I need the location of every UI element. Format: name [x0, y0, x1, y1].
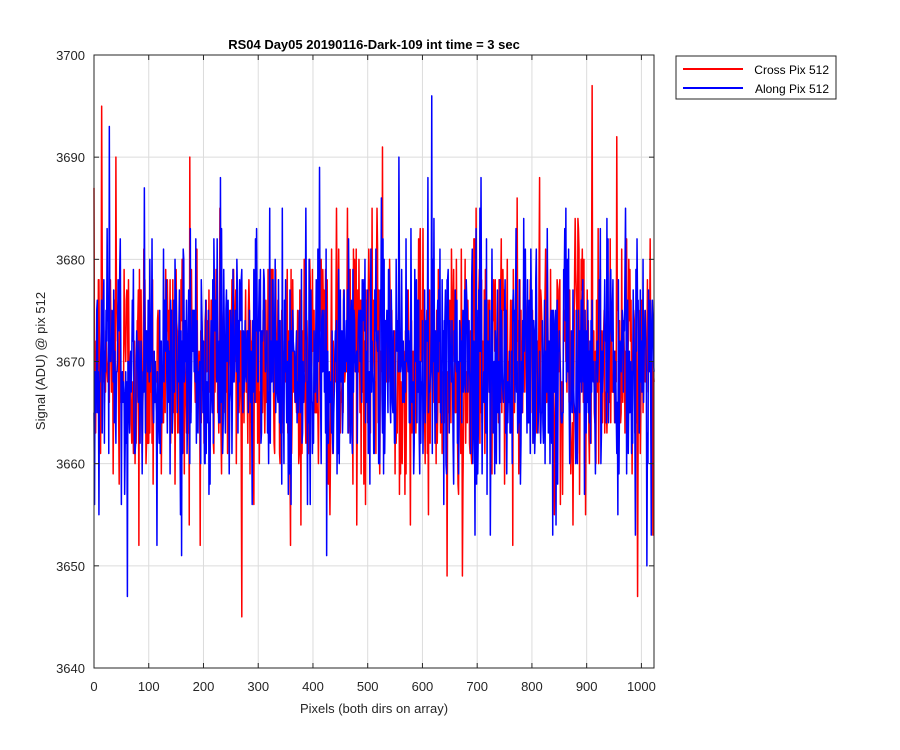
x-tick-label: 100 — [138, 679, 160, 694]
legend-label-along: Along Pix 512 — [755, 82, 829, 96]
x-tick-label: 1000 — [627, 679, 656, 694]
y-tick-label: 3650 — [56, 559, 85, 574]
x-axis-ticks: 0 100 200 300 400 500 600 700 800 900 1000 — [90, 55, 656, 694]
x-tick-label: 900 — [576, 679, 598, 694]
y-tick-label: 3700 — [56, 48, 85, 63]
series-line-along — [93, 95, 655, 598]
chart-title: RS04 Day05 20190116-Dark-109 int time = … — [228, 37, 520, 52]
y-axis-ticks: 3640 3650 3660 3670 3680 3690 3700 — [56, 48, 654, 676]
legend: Cross Pix 512 Along Pix 512 — [675, 55, 837, 100]
y-axis-label: Signal (ADU) @ pix 512 — [33, 292, 48, 430]
x-tick-label: 300 — [247, 679, 269, 694]
y-tick-label: 3660 — [56, 457, 85, 472]
x-tick-label: 500 — [357, 679, 379, 694]
y-tick-label: 3670 — [56, 355, 85, 370]
legend-box — [675, 55, 837, 100]
y-tick-label: 3680 — [56, 252, 85, 267]
x-tick-label: 200 — [193, 679, 215, 694]
x-tick-label: 800 — [521, 679, 543, 694]
series-group — [93, 84, 655, 618]
legend-label-cross: Cross Pix 512 — [754, 63, 829, 77]
x-tick-label: 700 — [466, 679, 488, 694]
x-tick-label: 0 — [90, 679, 97, 694]
y-tick-label: 3640 — [56, 661, 85, 676]
x-tick-label: 600 — [412, 679, 434, 694]
x-axis-label: Pixels (both dirs on array) — [300, 701, 448, 716]
y-tick-label: 3690 — [56, 150, 85, 165]
x-tick-label: 400 — [302, 679, 324, 694]
